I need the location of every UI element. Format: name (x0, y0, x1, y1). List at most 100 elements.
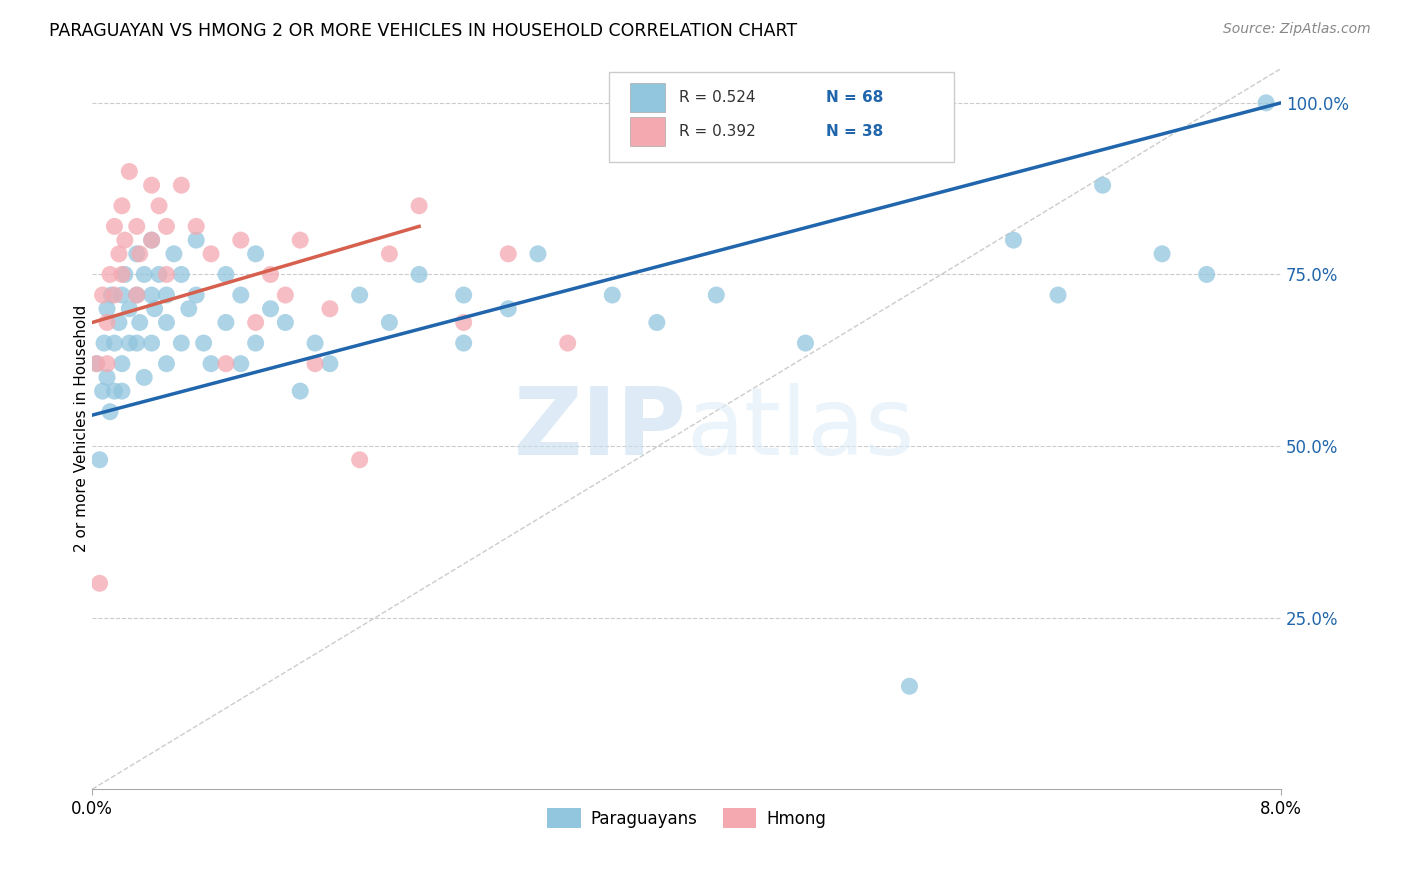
Point (200, 247, 222, 261)
Point (111, 199, 134, 213)
Point (155, 268, 177, 282)
Point (229, 233, 252, 247)
Point (141, 233, 163, 247)
Point (86, 357, 108, 371)
Point (1091, 178, 1114, 193)
Point (111, 268, 134, 282)
Point (1195, 268, 1218, 282)
FancyBboxPatch shape (630, 83, 665, 112)
Point (91, 384, 114, 398)
Text: atlas: atlas (686, 383, 915, 475)
Point (125, 219, 148, 234)
Legend: Paraguayans, Hmong: Paraguayans, Hmong (541, 801, 832, 835)
Point (141, 288, 163, 302)
Point (98, 268, 121, 282)
Point (125, 336, 148, 351)
Text: Source: ZipAtlas.com: Source: ZipAtlas.com (1223, 22, 1371, 37)
Point (177, 301, 200, 316)
Point (125, 288, 148, 302)
Text: R = 0.524: R = 0.524 (679, 90, 756, 105)
Point (349, 452, 371, 467)
Point (453, 288, 475, 302)
Point (118, 336, 141, 351)
Point (186, 219, 208, 234)
Point (290, 233, 312, 247)
Point (155, 219, 177, 234)
Point (527, 247, 550, 261)
Point (304, 336, 326, 351)
Point (245, 336, 267, 351)
Point (349, 288, 371, 302)
Point (215, 316, 238, 330)
Point (96, 357, 118, 371)
Point (141, 336, 163, 351)
Text: N = 68: N = 68 (825, 90, 883, 105)
Point (215, 268, 238, 282)
Point (118, 301, 141, 316)
Point (1047, 288, 1070, 302)
Point (93, 336, 115, 351)
Point (274, 288, 297, 302)
Point (98, 405, 121, 419)
Point (111, 384, 134, 398)
Point (215, 357, 238, 371)
Point (114, 233, 136, 247)
Point (378, 316, 401, 330)
Point (86, 357, 108, 371)
Point (89, 576, 111, 591)
Point (319, 357, 342, 371)
Point (794, 336, 817, 351)
Point (163, 247, 186, 261)
Point (103, 219, 125, 234)
Text: R = 0.392: R = 0.392 (679, 124, 756, 139)
Point (408, 268, 430, 282)
Point (111, 357, 134, 371)
Point (645, 316, 668, 330)
Point (134, 268, 156, 282)
Y-axis label: 2 or more Vehicles in Household: 2 or more Vehicles in Household (73, 305, 89, 552)
Point (290, 384, 312, 398)
Point (155, 288, 177, 302)
Point (114, 268, 136, 282)
Point (108, 247, 131, 261)
FancyBboxPatch shape (630, 117, 665, 145)
Point (100, 288, 122, 302)
Text: PARAGUAYAN VS HMONG 2 OR MORE VEHICLES IN HOUSEHOLD CORRELATION CHART: PARAGUAYAN VS HMONG 2 OR MORE VEHICLES I… (49, 22, 797, 40)
Point (229, 288, 252, 302)
Point (155, 357, 177, 371)
Point (89, 452, 111, 467)
Point (96, 370, 118, 384)
Point (111, 288, 134, 302)
Point (453, 316, 475, 330)
Point (557, 336, 579, 351)
Point (125, 288, 148, 302)
Point (186, 233, 208, 247)
Point (496, 247, 519, 261)
Point (125, 247, 148, 261)
Point (148, 199, 170, 213)
Point (229, 357, 252, 371)
Point (1254, 95, 1277, 110)
Point (103, 336, 125, 351)
Point (1152, 247, 1174, 261)
Point (200, 357, 222, 371)
Point (245, 247, 267, 261)
Point (245, 316, 267, 330)
Point (128, 316, 150, 330)
Point (898, 679, 921, 693)
Point (103, 384, 125, 398)
Text: ZIP: ZIP (513, 383, 686, 475)
Point (96, 301, 118, 316)
Point (193, 336, 215, 351)
Point (96, 316, 118, 330)
Point (319, 301, 342, 316)
Point (155, 316, 177, 330)
Point (103, 288, 125, 302)
Point (600, 288, 623, 302)
Point (170, 178, 193, 193)
Point (134, 370, 156, 384)
Point (128, 247, 150, 261)
Point (108, 316, 131, 330)
Point (1002, 233, 1025, 247)
Point (378, 247, 401, 261)
